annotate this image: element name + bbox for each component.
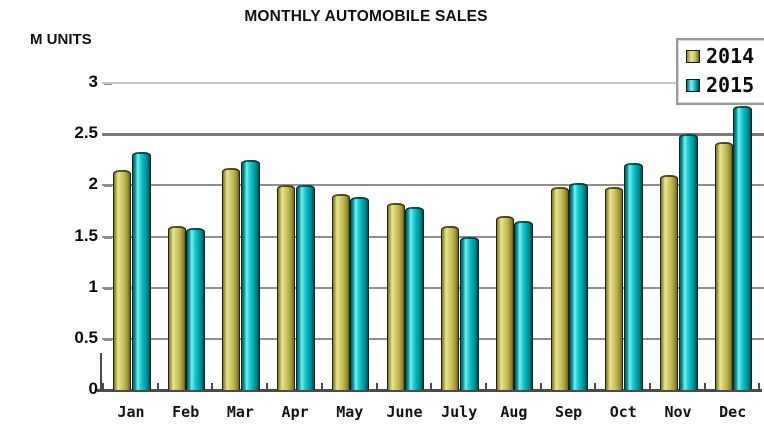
x-tick-mark-10 [649, 383, 651, 389]
gridline-1 [102, 286, 764, 289]
x-tick-mark-3 [266, 383, 269, 389]
bar-2014-dec [714, 142, 733, 390]
x-tick-mark-7 [484, 383, 487, 389]
legend-swatch-2015-icon [686, 78, 700, 92]
bar-2014-oct [605, 187, 624, 390]
x-category-label-aug: Aug [500, 403, 528, 421]
x-tick-mark-11 [703, 383, 706, 389]
gridline-0.5 [102, 337, 764, 340]
bar-2014-june [386, 202, 405, 390]
legend-box: 2014 2015 [676, 38, 764, 105]
y-tick-label-0.5: 0.5 [74, 327, 98, 347]
x-axis-line [97, 389, 762, 392]
y-axis-line [100, 353, 102, 391]
gridline-3 [102, 82, 676, 84]
bar-2015-mar [240, 159, 260, 390]
y-tick-label-2.5: 2.5 [74, 123, 98, 143]
chart-title: MONTHLY AUTOMOBILE SALES [244, 8, 488, 25]
bar-2015-aug [514, 221, 534, 390]
x-tick-mark-6 [430, 383, 433, 389]
gridline-1.5 [102, 235, 764, 238]
x-tick-mark-5 [375, 383, 378, 389]
bar-2015-apr [295, 185, 315, 390]
gridline-2.5 [102, 133, 764, 137]
bar-2015-sep [569, 183, 589, 390]
legend-item-2015: 2015 [686, 75, 764, 95]
x-tick-mark-1 [156, 383, 159, 389]
legend-swatch-2014-icon [686, 49, 700, 63]
x-tick-mark-9 [594, 383, 597, 389]
x-category-label-apr: Apr [281, 403, 309, 421]
bar-2015-july [459, 236, 479, 390]
x-category-label-mar: Mar [226, 403, 254, 421]
x-category-label-dec: Dec [719, 403, 747, 421]
x-category-label-nov: Nov [664, 403, 692, 421]
x-category-label-may: May [336, 403, 364, 421]
bar-2014-nov [660, 175, 678, 390]
gridline-2 [102, 184, 764, 187]
bar-2015-nov [678, 134, 698, 390]
y-tick-label-1.5: 1.5 [74, 225, 98, 245]
y-tick-label-2: 2 [88, 174, 98, 194]
x-category-label-feb: Feb [172, 403, 200, 421]
x-tick-mark-12 [758, 383, 761, 389]
x-tick-mark-2 [211, 383, 214, 389]
bar-2014-jan [113, 169, 131, 390]
y-tick-label-3: 3 [88, 72, 98, 91]
x-category-label-june: June [386, 403, 423, 421]
bar-2014-feb [167, 226, 186, 390]
x-category-label-oct: Oct [609, 403, 637, 421]
bar-2015-dec [733, 105, 753, 390]
x-category-label-july: July [441, 403, 478, 421]
bar-2015-feb [186, 228, 206, 390]
x-tick-mark-4 [320, 383, 323, 389]
bar-2015-may [350, 196, 370, 390]
x-category-label-sep: Sep [555, 403, 583, 421]
legend-item-2014: 2014 [686, 46, 764, 66]
bar-2015-jan [131, 151, 151, 390]
x-category-label-jan: Jan [117, 403, 145, 421]
y-axis-title: M UNITS [30, 31, 92, 48]
bar-2014-mar [222, 167, 241, 390]
bar-2014-sep [550, 187, 569, 390]
y-tick-label-1: 1 [88, 276, 98, 296]
y-tick-label-0: 0 [88, 379, 98, 398]
bar-2014-apr [277, 185, 296, 390]
legend-label-2014: 2014 [706, 44, 755, 68]
x-tick-mark-0 [102, 383, 104, 389]
x-tick-mark-8 [539, 383, 542, 389]
legend-label-2015: 2015 [706, 73, 755, 97]
bar-2014-may [331, 193, 350, 390]
bar-2015-oct [623, 162, 643, 390]
bar-2014-aug [495, 216, 514, 390]
bar-2014-july [441, 226, 460, 390]
bar-2015-june [405, 206, 424, 390]
